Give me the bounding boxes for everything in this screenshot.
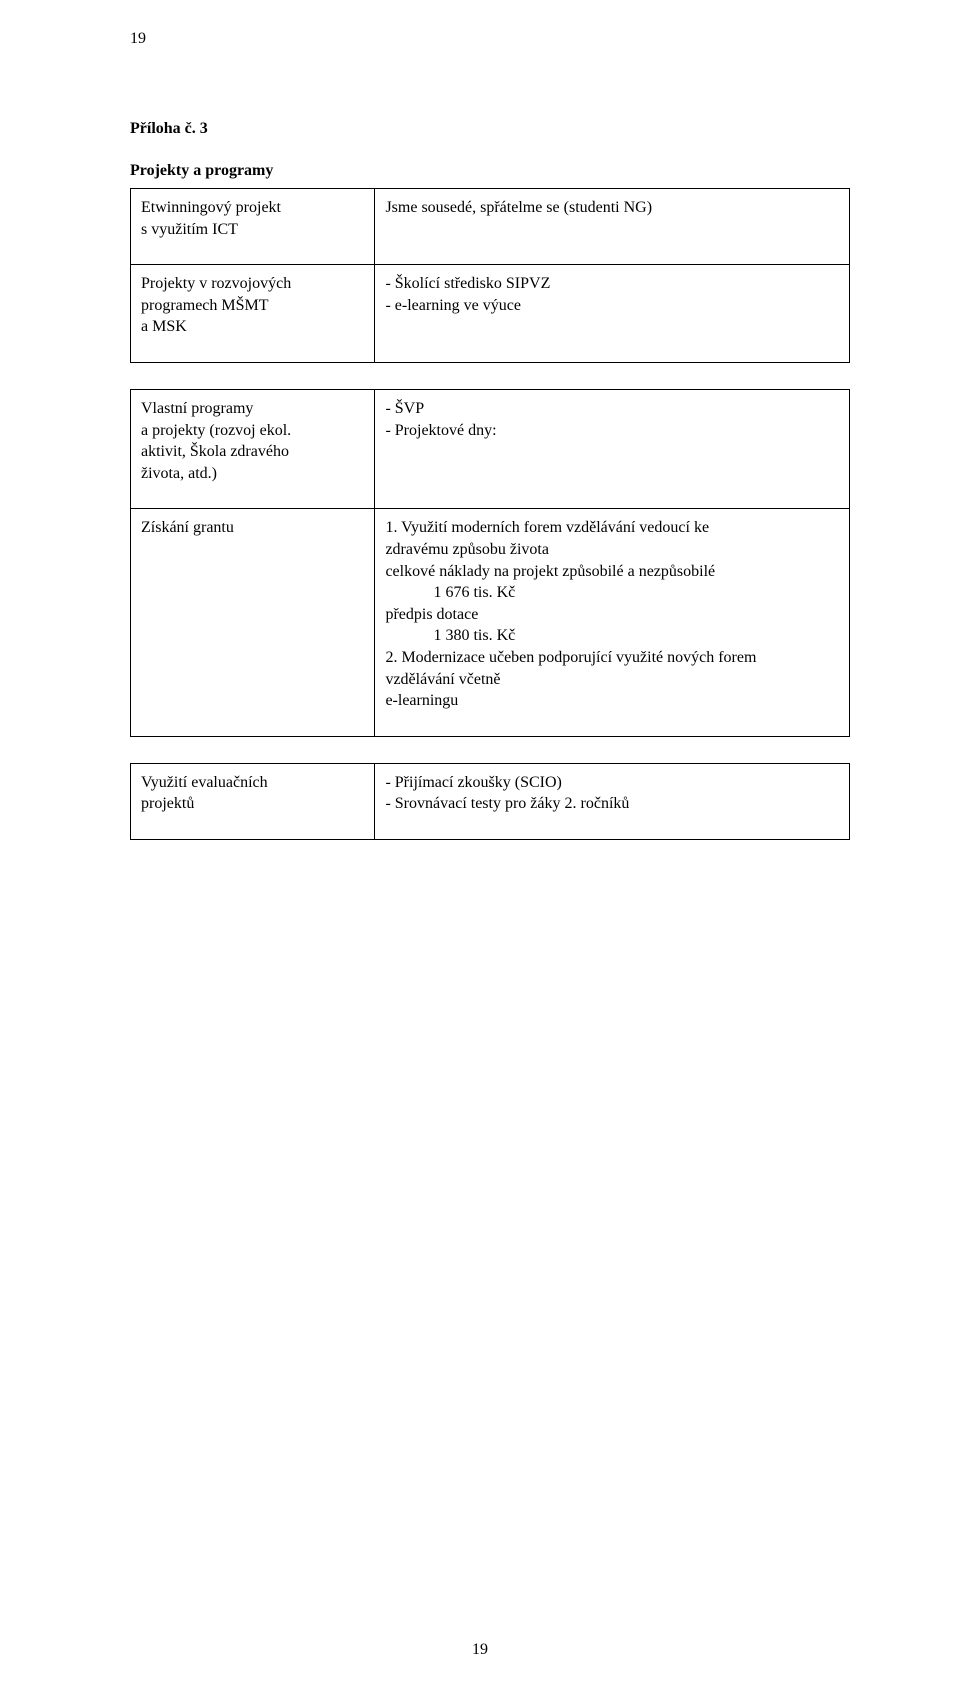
table-row: Projekty v rozvojovýchprogramech MŠMTa M…	[131, 265, 850, 363]
table-2: Vlastní programya projekty (rozvoj ekol.…	[130, 389, 850, 737]
table-row: Vlastní programya projekty (rozvoj ekol.…	[131, 389, 850, 508]
page-number-bottom: 19	[0, 1641, 960, 1659]
page-number-top: 19	[130, 30, 146, 48]
cell-right: - Školící středisko SIPVZ- e-learning ve…	[375, 265, 850, 363]
cell-left: Využití evaluačníchprojektů	[131, 763, 375, 839]
cell-right: - ŠVP- Projektové dny:	[375, 389, 850, 508]
text-line: e-learningu	[385, 692, 458, 709]
text-line: 1. Využití moderních forem vzdělávání ve…	[385, 519, 709, 536]
cell-right: - Přijímací zkoušky (SCIO)- Srovnávací t…	[375, 763, 850, 839]
attachment-title: Příloha č. 3	[130, 120, 850, 138]
text-line-indent: 1 676 tis. Kč	[385, 582, 839, 604]
text-line: vzdělávání včetně	[385, 671, 500, 688]
cell-left: Vlastní programya projekty (rozvoj ekol.…	[131, 389, 375, 508]
cell-right: Jsme sousedé, spřátelme se (studenti NG)	[375, 189, 850, 265]
text-line: předpis dotace	[385, 606, 478, 623]
table-row: Etwinningový projekts využitím ICT Jsme …	[131, 189, 850, 265]
cell-right: 1. Využití moderních forem vzdělávání ve…	[375, 509, 850, 736]
table-1: Etwinningový projekts využitím ICT Jsme …	[130, 188, 850, 363]
table-row: Získání grantu 1. Využití moderních fore…	[131, 509, 850, 736]
cell-left: Získání grantu	[131, 509, 375, 736]
text-line: 2. Modernizace učeben podporující využit…	[385, 649, 756, 666]
text-line: celkové náklady na projekt způsobilé a n…	[385, 563, 715, 580]
cell-left: Projekty v rozvojovýchprogramech MŠMTa M…	[131, 265, 375, 363]
text-line-indent: 1 380 tis. Kč	[385, 625, 839, 647]
text-line: zdravému způsobu života	[385, 541, 549, 558]
section-title: Projekty a programy	[130, 162, 850, 180]
table-row: Využití evaluačníchprojektů - Přijímací …	[131, 763, 850, 839]
table-3: Využití evaluačníchprojektů - Přijímací …	[130, 763, 850, 840]
cell-left: Etwinningový projekts využitím ICT	[131, 189, 375, 265]
